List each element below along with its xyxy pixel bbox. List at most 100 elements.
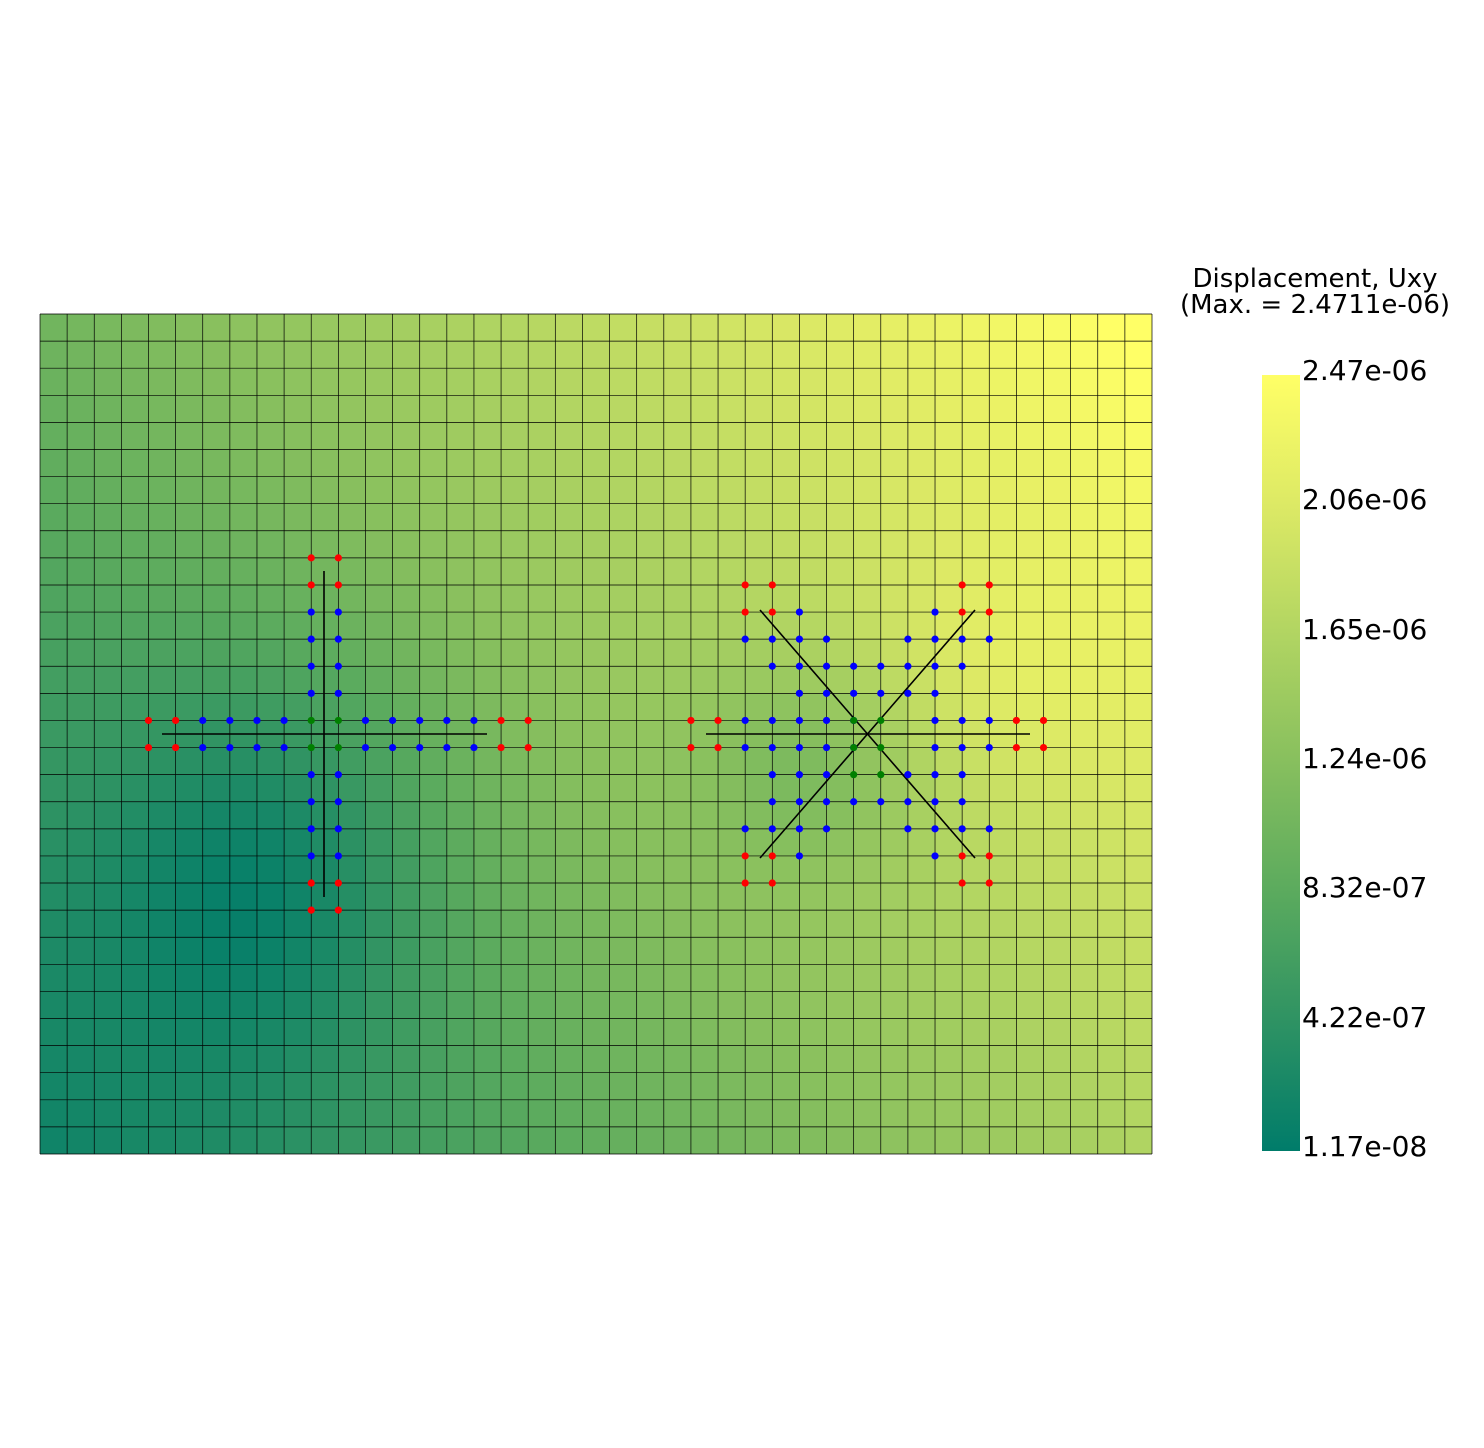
mesh-cell — [1124, 855, 1152, 884]
mesh-cell — [121, 612, 150, 640]
mesh-cell — [799, 991, 828, 1020]
mesh-cell — [826, 937, 855, 965]
mesh-cell — [501, 693, 529, 722]
red-node — [1039, 743, 1048, 752]
mesh-cell — [148, 503, 177, 532]
mesh-cell — [284, 584, 312, 613]
mesh-cell — [175, 639, 204, 667]
mesh-cell — [745, 368, 773, 396]
mesh-cell — [609, 828, 638, 857]
mesh-cell — [772, 476, 801, 505]
mesh-cell — [663, 855, 692, 884]
mesh-cell — [1097, 476, 1126, 505]
mesh-cell — [962, 1072, 990, 1101]
blue-node — [741, 716, 749, 725]
mesh-cell — [311, 503, 339, 532]
mesh-cell — [365, 964, 394, 993]
mesh-cell — [1097, 910, 1126, 938]
mesh-cell — [94, 1099, 122, 1128]
mesh-cell — [284, 910, 312, 938]
mesh-cell — [609, 1072, 638, 1101]
mesh-cell — [636, 449, 665, 478]
mesh-cell — [446, 449, 475, 478]
mesh-cell — [40, 422, 68, 451]
blue-node — [958, 743, 966, 752]
mesh-cell — [338, 855, 367, 884]
mesh-cell — [40, 1099, 68, 1128]
mesh-cell — [772, 693, 801, 722]
mesh-cell — [853, 666, 882, 694]
mesh-cell — [609, 1045, 638, 1074]
mesh-cell — [419, 1099, 448, 1128]
mesh-cell — [40, 341, 68, 369]
mesh-cell — [67, 1126, 95, 1154]
mesh-cell — [1070, 639, 1099, 667]
mesh-cell — [446, 530, 475, 559]
mesh-cell — [555, 801, 584, 830]
mesh-cell — [663, 530, 692, 559]
mesh-cell — [772, 747, 801, 776]
mesh-cell — [338, 476, 367, 505]
legend-title-line2: (Max. = 2.4711e-06) — [1179, 290, 1451, 320]
mesh-cell — [1043, 1126, 1072, 1154]
mesh-cell — [501, 530, 529, 559]
mesh-cell — [229, 503, 258, 532]
mesh-cell — [67, 612, 95, 640]
mesh-cell — [935, 557, 963, 586]
mesh-cell — [446, 747, 475, 776]
mesh-cell — [121, 964, 150, 993]
blue-node — [958, 716, 966, 725]
mesh-cell — [501, 991, 529, 1020]
mesh-cell — [528, 828, 556, 857]
mesh-cell — [67, 991, 95, 1020]
blue-node — [822, 798, 831, 806]
green-node — [334, 743, 342, 752]
mesh-cell — [880, 991, 909, 1020]
mesh-cell — [853, 937, 882, 965]
red-node — [497, 743, 505, 752]
mesh-cell — [663, 314, 692, 342]
mesh-cell — [1070, 1072, 1099, 1101]
mesh-cell — [256, 1099, 285, 1128]
mesh-cell — [935, 1099, 963, 1128]
mesh-cell — [663, 720, 692, 749]
mesh-cell — [1043, 747, 1072, 776]
mesh-cell — [284, 1045, 312, 1074]
mesh-cell — [907, 503, 936, 532]
mesh-cell — [473, 639, 502, 667]
mesh-cell — [663, 584, 692, 613]
mesh-cell — [609, 1126, 638, 1154]
mesh-cell — [582, 774, 611, 803]
mesh-cell — [1016, 774, 1045, 803]
green-node — [307, 743, 315, 752]
mesh-cell — [935, 828, 963, 857]
mesh-cell — [202, 1045, 231, 1074]
mesh-cell — [555, 530, 584, 559]
mesh-cell — [555, 964, 584, 993]
blue-node — [877, 689, 885, 697]
mesh-cell — [175, 584, 204, 613]
mesh-cell — [338, 341, 367, 369]
blue-node — [795, 852, 804, 860]
mesh-cell — [419, 1072, 448, 1101]
mesh-cell — [880, 747, 909, 776]
blue-node — [741, 743, 749, 752]
mesh-cell — [175, 395, 204, 423]
blue-node — [904, 771, 912, 779]
mesh-cell — [690, 937, 719, 965]
blue-node — [416, 716, 424, 725]
blue-node — [388, 743, 397, 752]
mesh-cell — [636, 910, 665, 938]
mesh-cell — [148, 1099, 177, 1128]
mesh-cell — [663, 368, 692, 396]
mesh-cell — [1043, 639, 1072, 667]
mesh-cell — [40, 991, 68, 1020]
mesh-cell — [528, 584, 556, 613]
mesh-cell — [826, 1018, 855, 1047]
blue-node — [931, 852, 939, 860]
mesh-cell — [40, 720, 68, 749]
mesh-cell — [799, 530, 828, 559]
mesh-cell — [1070, 910, 1099, 938]
mesh-cell — [473, 1018, 502, 1047]
